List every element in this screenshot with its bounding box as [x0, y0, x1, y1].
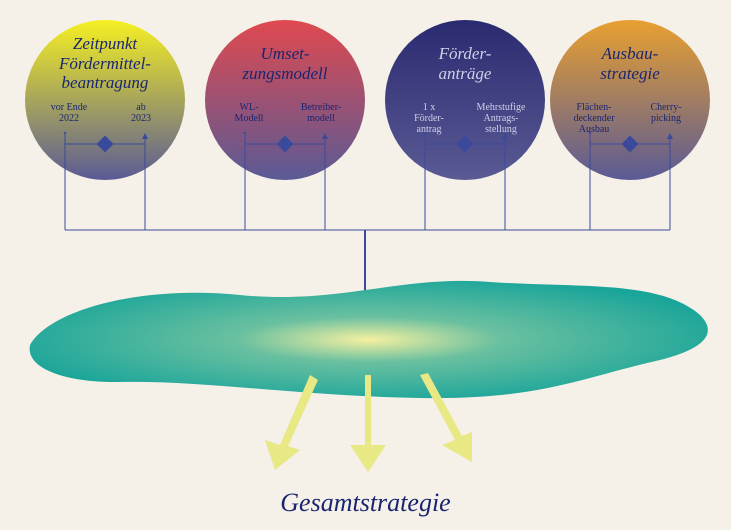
circle-opt-2-0: 1 xFörder-antrag — [399, 102, 459, 135]
circle-options-0: vor Ende2022 ab2023 — [25, 102, 185, 124]
final-label: Gesamtstrategie — [0, 488, 731, 518]
circle-options-3: Flächen-deckenderAusbau Cherry-picking — [550, 102, 710, 135]
circle-opt-3-0: Flächen-deckenderAusbau — [564, 102, 624, 135]
circle-opt-0-1: ab2023 — [111, 102, 171, 124]
circle-title-0: ZeitpunktFördermittel-beantragung — [25, 34, 185, 93]
circle-title-1: Umset-zungsmodell — [205, 44, 365, 83]
circle-foerder: Förder-anträge 1 xFörder-antrag Mehrstuf… — [385, 20, 545, 180]
circle-opt-0-0: vor Ende2022 — [39, 102, 99, 124]
circle-opt-1-1: Betreiber-modell — [291, 102, 351, 124]
circle-title-2: Förder-anträge — [385, 44, 545, 83]
circle-zeitpunkt: ZeitpunktFördermittel-beantragung vor En… — [25, 20, 185, 180]
circle-opt-1-0: WL-Modell — [219, 102, 279, 124]
circle-umsetzung: Umset-zungsmodell WL-Modell Betreiber-mo… — [205, 20, 365, 180]
output-arrows — [0, 370, 731, 490]
circle-ausbau: Ausbau-strategie Flächen-deckenderAusbau… — [550, 20, 710, 180]
circle-title-3: Ausbau-strategie — [550, 44, 710, 83]
circle-options-2: 1 xFörder-antrag MehrstufigeAntrags-stel… — [385, 102, 545, 135]
circle-opt-2-1: MehrstufigeAntrags-stellung — [471, 102, 531, 135]
circle-options-1: WL-Modell Betreiber-modell — [205, 102, 365, 124]
circle-opt-3-1: Cherry-picking — [636, 102, 696, 135]
